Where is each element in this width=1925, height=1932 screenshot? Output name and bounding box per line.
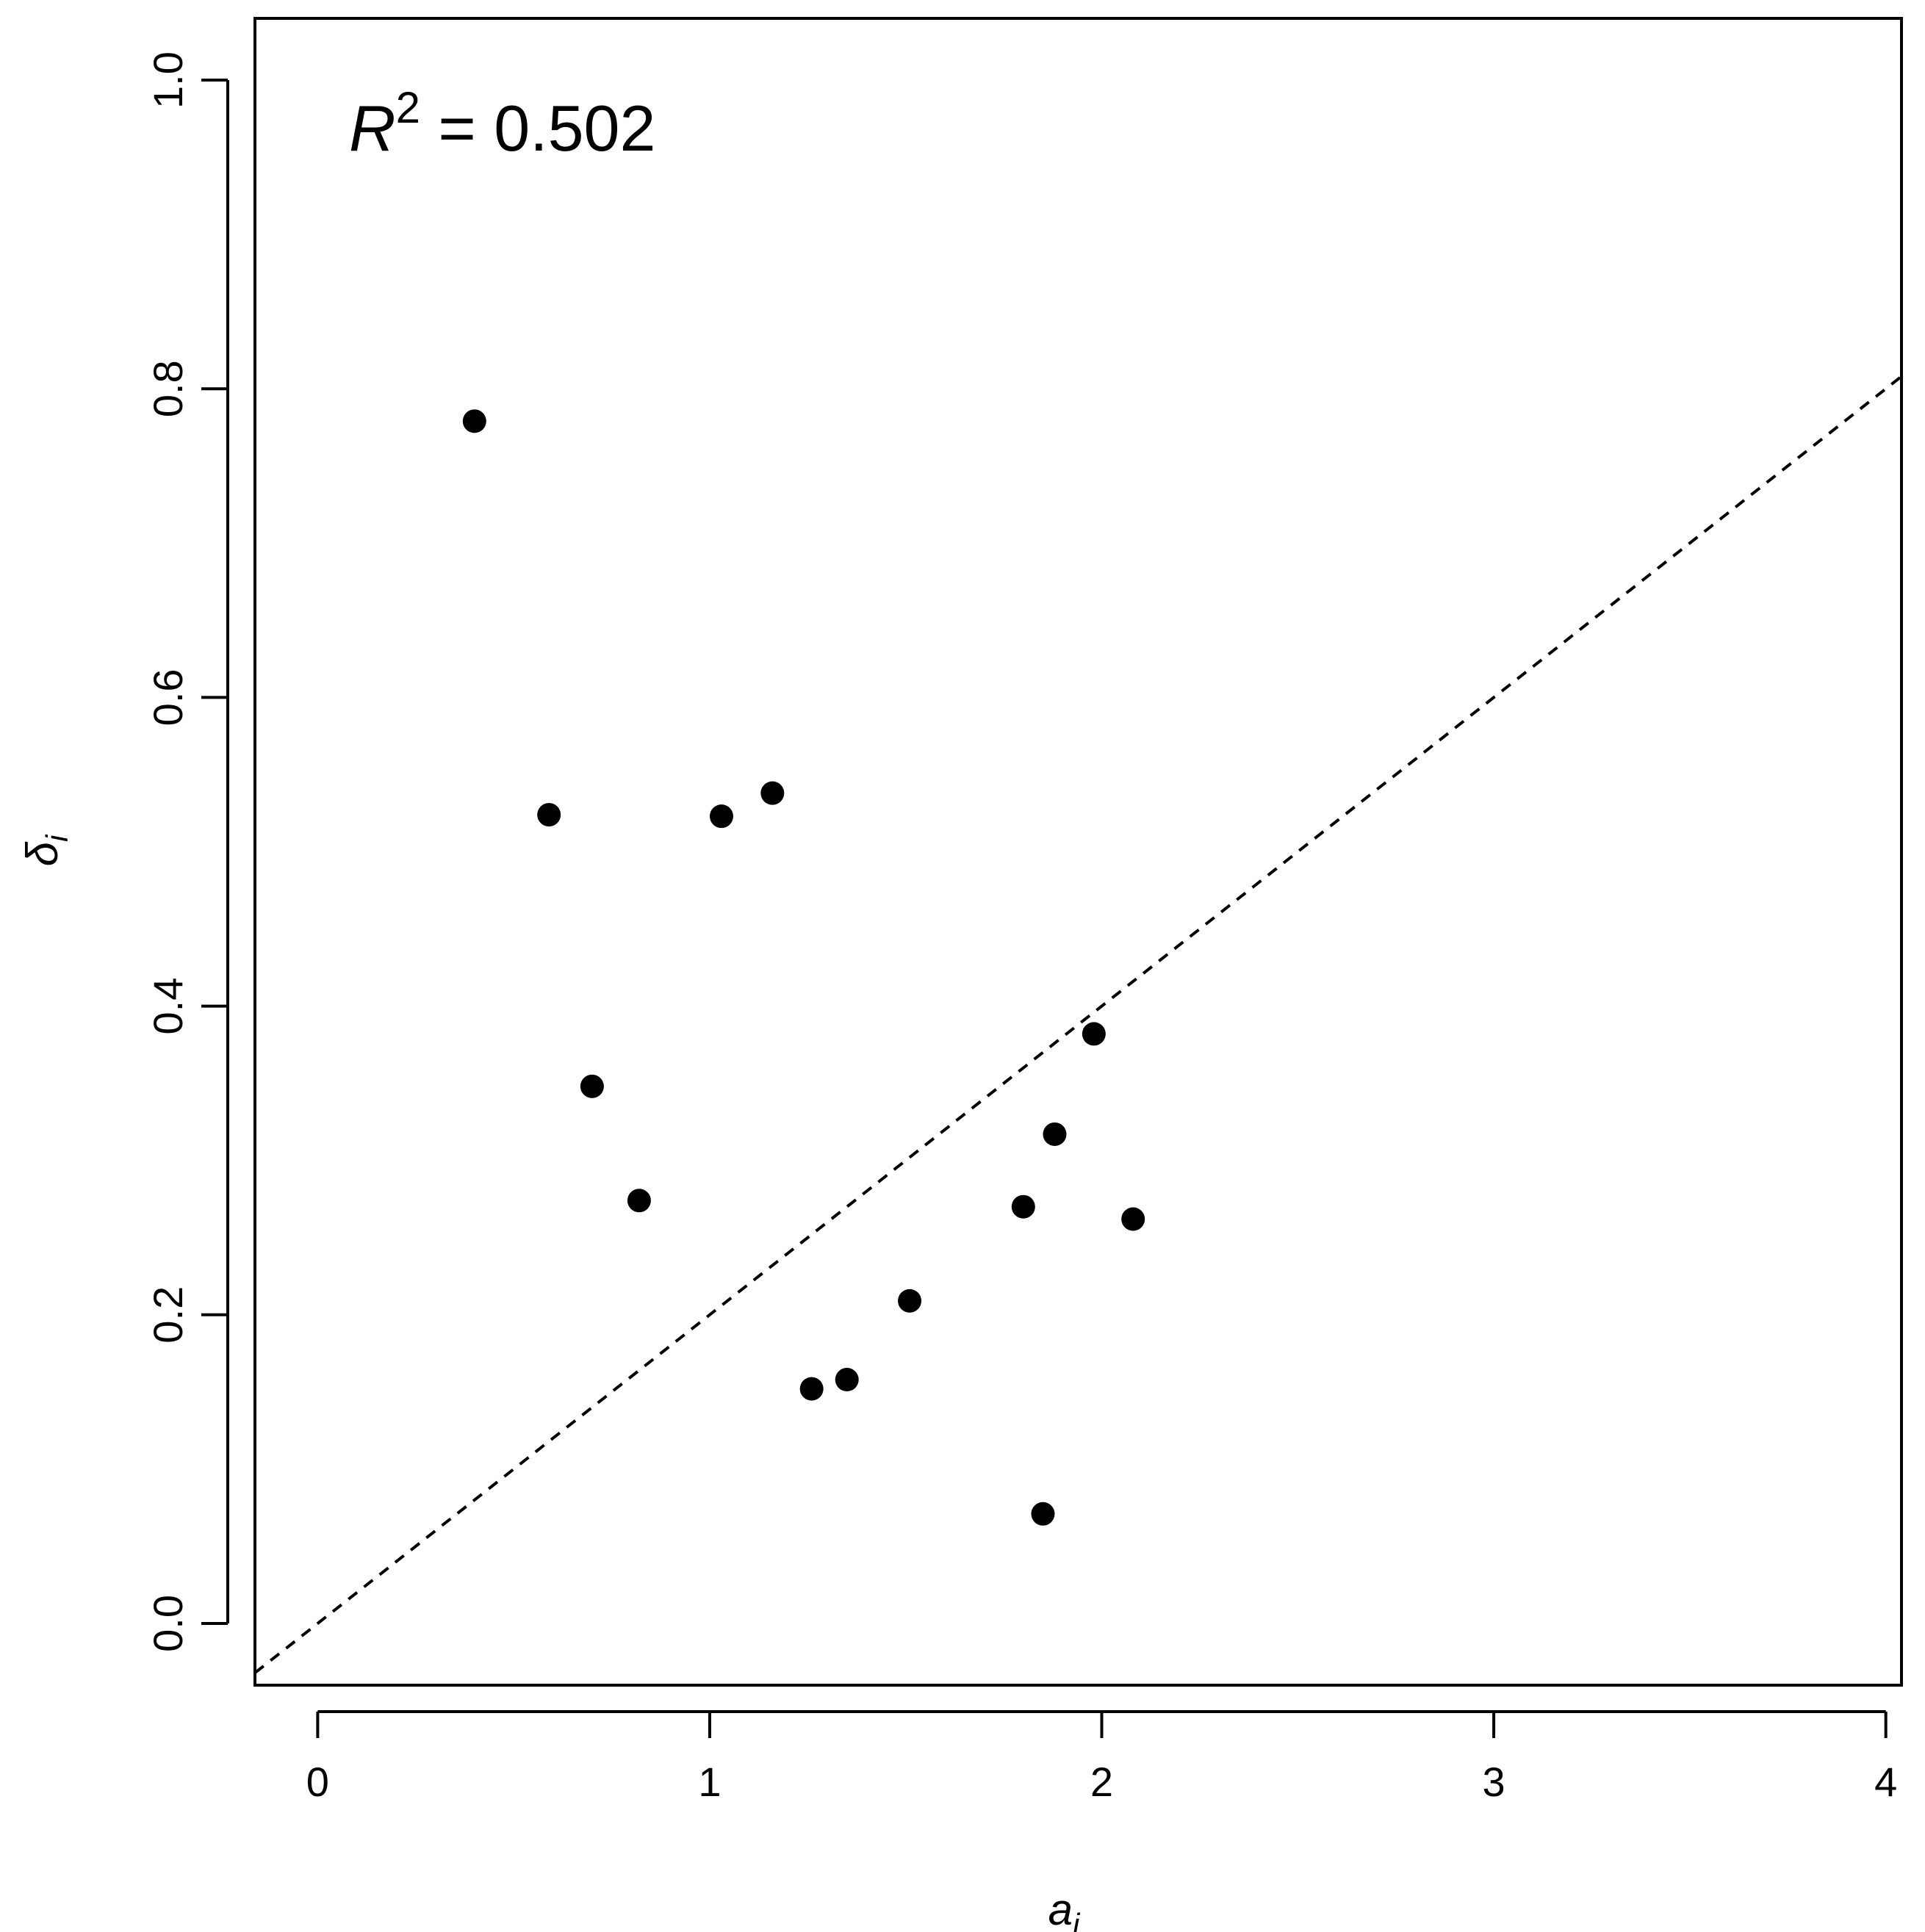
y-tick-label: 0.4	[145, 978, 191, 1035]
data-point	[835, 1368, 859, 1392]
x-axis: 0 1 2 3 4	[306, 1710, 1897, 1805]
reference-line	[253, 375, 1903, 1674]
data-point	[709, 804, 733, 829]
r-squared-annotation: R2 = 0.502	[349, 83, 655, 165]
reference-line-layer	[253, 375, 1903, 1674]
data-point	[1043, 1122, 1067, 1146]
data-point	[580, 1074, 604, 1098]
data-point	[537, 803, 561, 827]
plot-frame	[253, 17, 1903, 1687]
y-tick-label: 0.0	[145, 1595, 191, 1652]
data-point	[799, 1377, 824, 1401]
x-tick-label: 2	[1090, 1759, 1113, 1805]
y-axis-label: δi	[18, 834, 74, 866]
data-point	[1121, 1207, 1145, 1231]
data-point	[1011, 1194, 1035, 1219]
x-tick-label: 0	[306, 1759, 329, 1805]
data-point	[462, 409, 486, 433]
data-point	[760, 781, 785, 805]
data-point	[627, 1189, 651, 1213]
y-tick-label: 1.0	[145, 51, 191, 109]
r-squared-var: R	[349, 92, 396, 165]
r-squared-value: = 0.502	[420, 92, 656, 165]
y-tick-label: 0.2	[145, 1286, 191, 1344]
data-point	[898, 1288, 922, 1313]
x-tick-label: 1	[698, 1759, 721, 1805]
data-point	[1031, 1502, 1055, 1526]
x-tick-label: 4	[1874, 1759, 1897, 1805]
y-axis: 0.0 0.2 0.4 0.6 0.8 1.0	[145, 51, 229, 1652]
points-layer	[462, 409, 1145, 1526]
y-tick-label: 0.6	[145, 668, 191, 726]
x-axis-label: ai	[1048, 1885, 1081, 1932]
x-tick-label: 3	[1483, 1759, 1505, 1805]
data-point	[1082, 1022, 1106, 1046]
y-tick-label: 0.8	[145, 360, 191, 417]
r-squared-sup: 2	[396, 83, 420, 132]
